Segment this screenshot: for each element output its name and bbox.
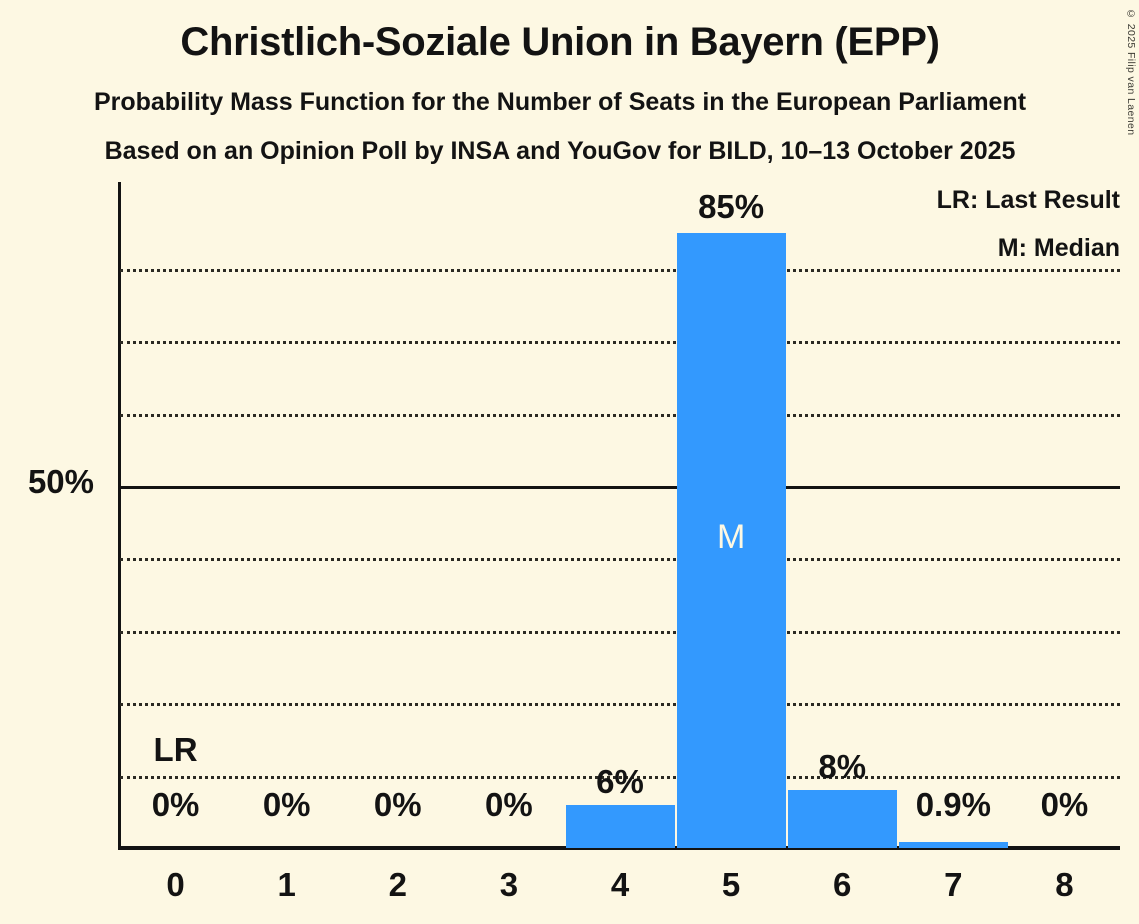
x-axis-tick-8: 8 xyxy=(1055,866,1074,903)
gridline xyxy=(120,775,1120,779)
value-label-seat-7: 0.9% xyxy=(915,786,991,823)
gridline-major xyxy=(120,486,1120,490)
plot-area: M xyxy=(120,182,1120,848)
bar-seat-7[interactable] xyxy=(898,841,1008,848)
last-result-marker-label: LR xyxy=(153,730,198,768)
value-label-seat-2: 0% xyxy=(373,786,422,823)
bar-seat-6[interactable] xyxy=(787,790,897,848)
value-label-seat-6: 8% xyxy=(818,748,867,786)
x-axis-tick-3: 3 xyxy=(499,866,519,903)
x-axis-tick-6: 6 xyxy=(833,866,852,903)
x-axis-tick-1: 1 xyxy=(277,866,296,903)
x-axis-tick-2: 2 xyxy=(388,866,407,903)
value-label-seat-4: 6% xyxy=(596,762,644,800)
gridline xyxy=(120,413,1120,417)
value-label-seat-5: 85% xyxy=(698,187,765,225)
bar-seat-4[interactable] xyxy=(565,804,675,848)
value-label-seat-8: 0% xyxy=(1040,786,1089,823)
gridline xyxy=(120,630,1120,634)
y-axis-tick-label-50: 50% xyxy=(27,463,94,501)
value-label-seat-1: 0% xyxy=(262,786,311,823)
x-axis-tick-4: 4 xyxy=(610,866,630,903)
gridline xyxy=(120,341,1120,345)
value-label-seat-0: 0% xyxy=(151,786,200,823)
page-title: Christlich-Soziale Union in Bayern (EPP) xyxy=(180,20,940,64)
value-label-seat-3: 0% xyxy=(485,786,533,823)
y-axis-line xyxy=(118,182,121,850)
chart-subtitle: Probability Mass Function for the Number… xyxy=(93,88,1027,116)
median-marker-label: M xyxy=(716,517,746,556)
x-axis-tick-7: 7 xyxy=(944,866,963,903)
chart-source-note: Based on an Opinion Poll by INSA and You… xyxy=(104,137,1016,165)
gridline xyxy=(120,703,1120,707)
x-axis-tick-0: 0 xyxy=(166,866,185,903)
x-axis-line xyxy=(118,846,1120,850)
x-axis-tick-5: 5 xyxy=(721,866,741,903)
gridline xyxy=(120,558,1120,562)
gridline xyxy=(120,268,1120,272)
bar-seat-5[interactable]: M xyxy=(676,232,786,848)
legend-last-result: LR: Last Result xyxy=(936,186,1120,214)
copyright-notice: © 2025 Filip van Laenen xyxy=(1125,8,1137,136)
legend-median: M: Median xyxy=(997,234,1120,262)
